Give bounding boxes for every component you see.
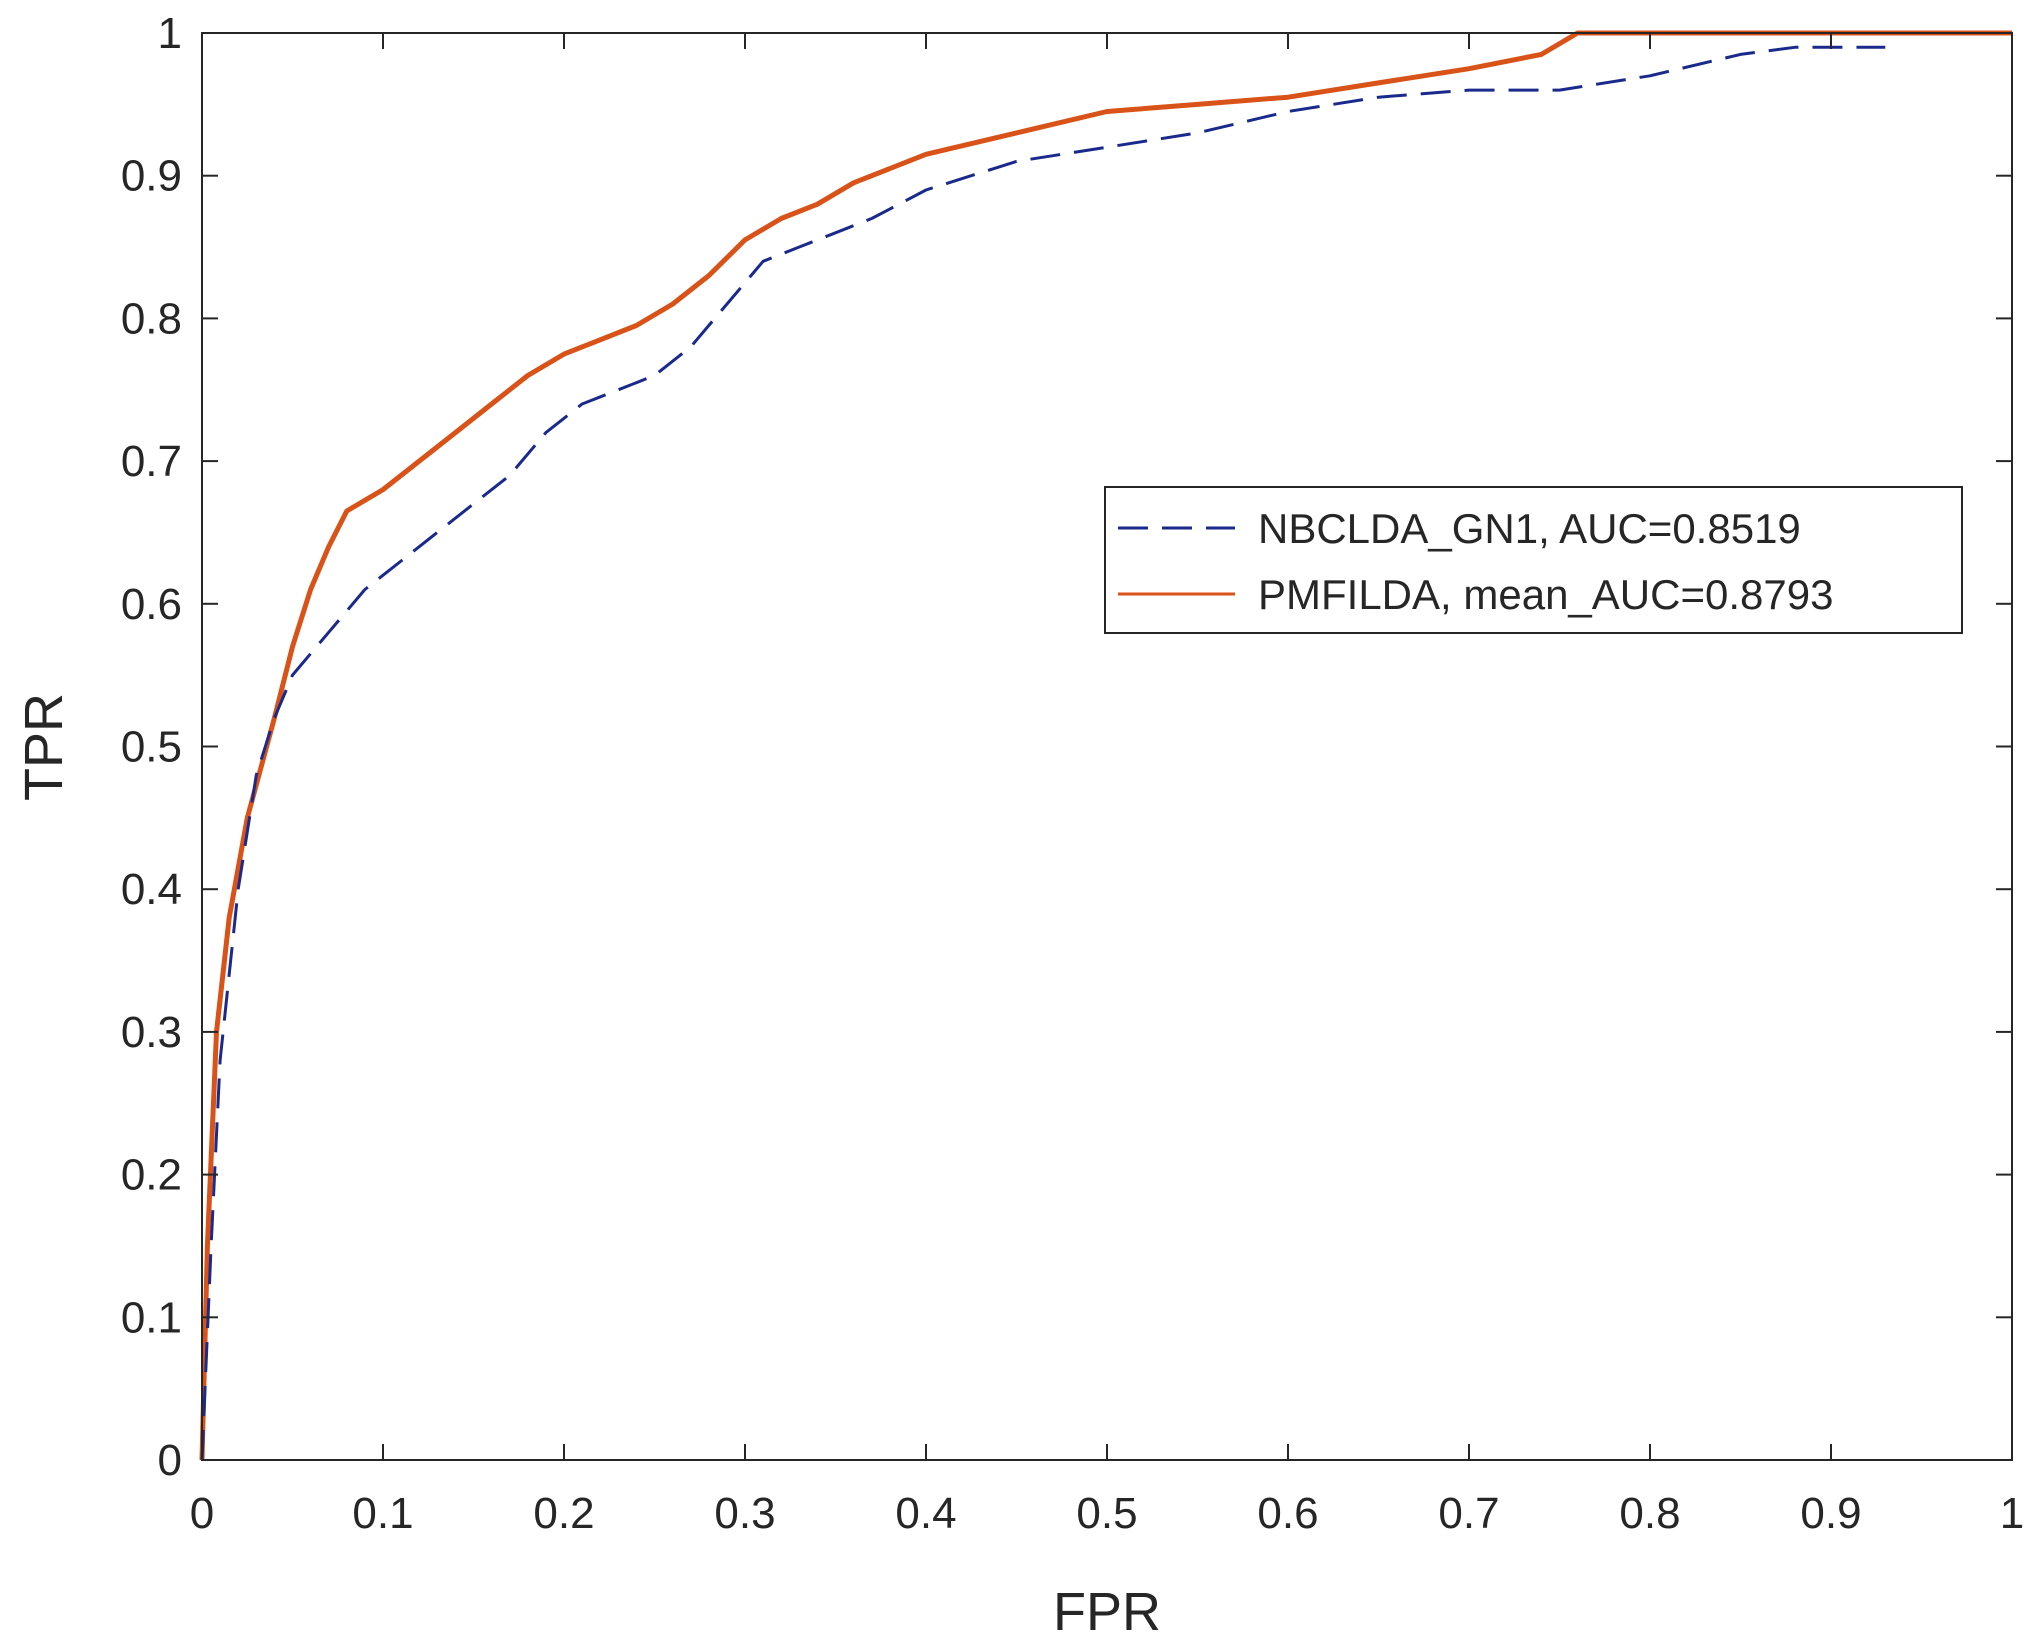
x-tick-label: 0 [190,1489,214,1538]
curves-layer [199,30,2012,1461]
y-tick-label: 0.6 [121,580,182,629]
y-tick-label: 0.9 [121,152,182,201]
legend-entry-pmfilda: PMFILDA, mean_AUC=0.8793 [1258,571,1833,618]
y-tick-label: 0.1 [121,1293,182,1342]
x-tick-label: 0.5 [1076,1489,1137,1538]
y-axis-ticks: 0 0.1 0.2 0.3 0.4 0.5 0.6 0.7 0.8 0.9 1 [121,9,2012,1485]
x-tick-label: 0.3 [714,1489,775,1538]
y-tick-label: 0.2 [121,1151,182,1200]
y-axis-label: TPR [14,693,74,801]
x-axis-ticks: 0 0.1 0.2 0.3 0.4 0.5 0.6 0.7 0.8 0.9 1 [190,33,2024,1538]
y-tick-label: 0.3 [121,1008,182,1057]
x-tick-label: 0.9 [1800,1489,1861,1538]
x-tick-label: 0.7 [1438,1489,1499,1538]
y-tick-label: 0.4 [121,865,182,914]
series-line-1 [199,30,2012,1461]
x-tick-label: 1 [2000,1489,2024,1538]
y-tick-label: 0.8 [121,294,182,343]
x-tick-label: 0.8 [1619,1489,1680,1538]
y-tick-label: 0.7 [121,437,182,486]
y-tick-label: 1 [158,9,182,58]
y-tick-label: 0 [158,1436,182,1485]
x-tick-label: 0.2 [533,1489,594,1538]
x-tick-label: 0.1 [352,1489,413,1538]
legend-entry-nbclda: NBCLDA_GN1, AUC=0.8519 [1258,505,1801,552]
y-tick-label: 0.5 [121,723,182,772]
legend: NBCLDA_GN1, AUC=0.8519 PMFILDA, mean_AUC… [1104,486,1963,634]
x-tick-label: 0.6 [1257,1489,1318,1538]
x-axis-label: FPR [1053,1582,1161,1642]
legend-box [1104,486,1963,634]
x-tick-label: 0.4 [895,1489,956,1538]
